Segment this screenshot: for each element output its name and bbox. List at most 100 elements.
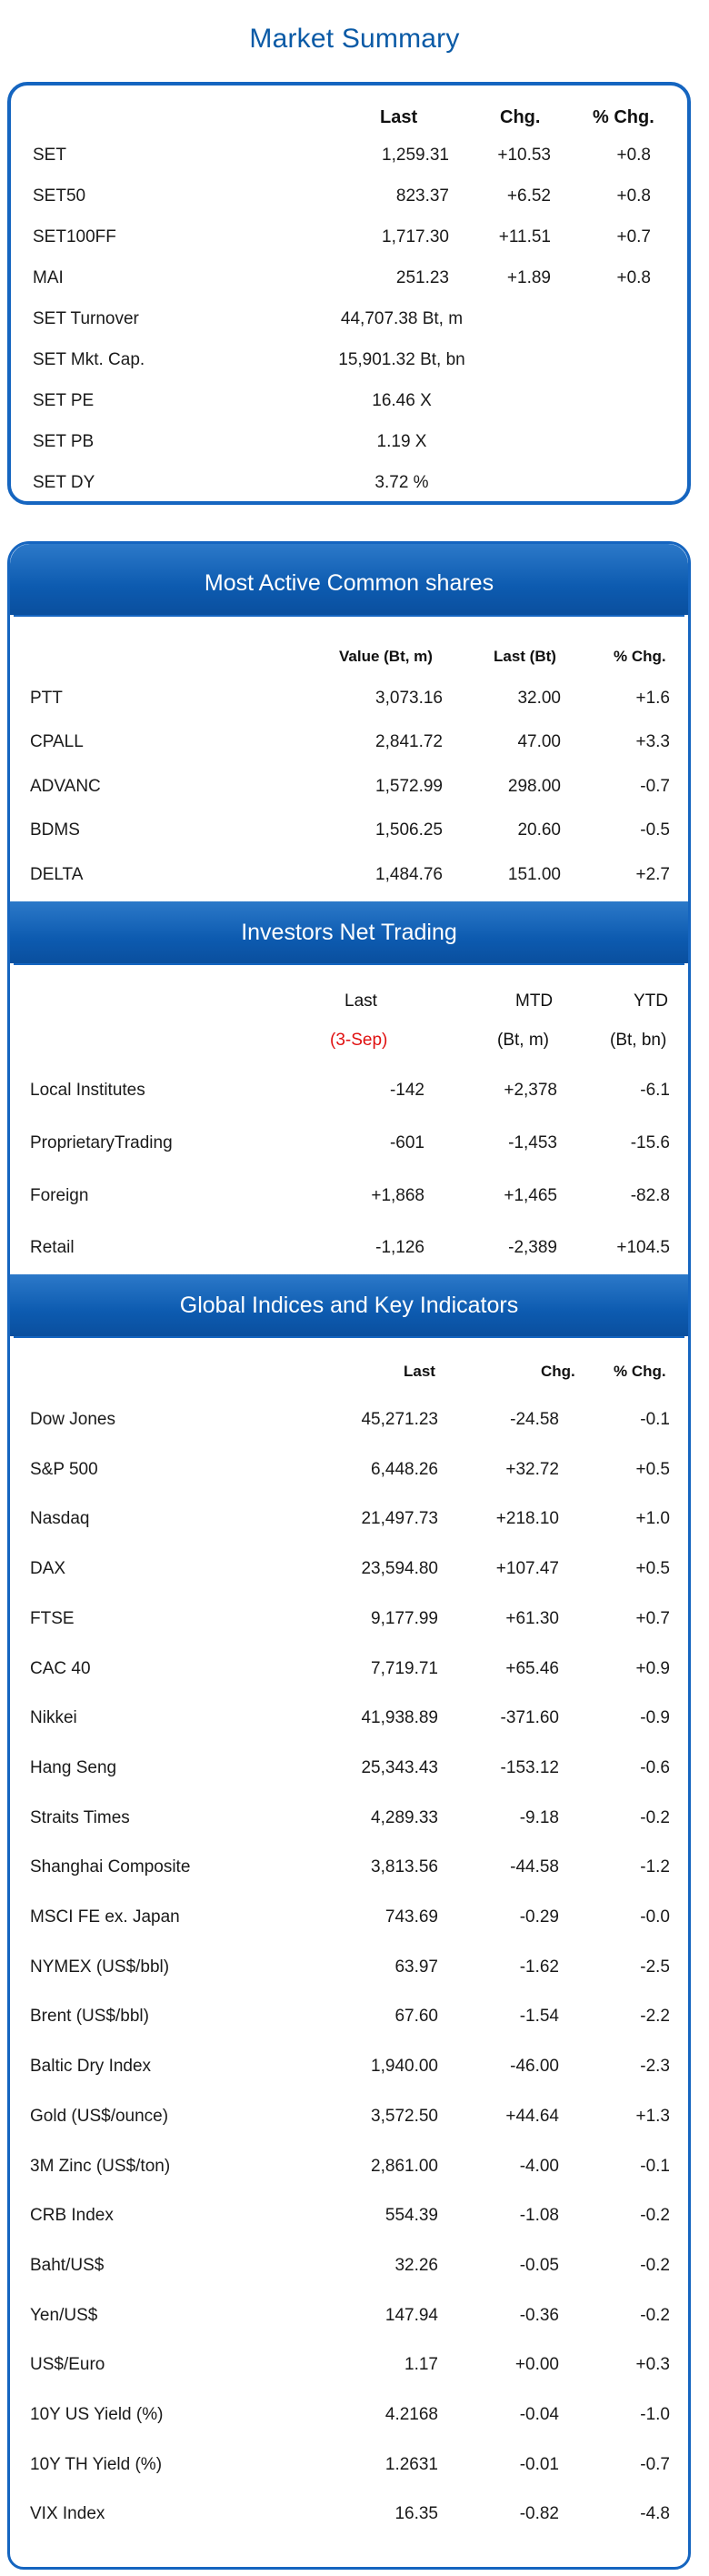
- summary-stat-name: SET Mkt. Cap.: [33, 350, 145, 369]
- page-title: Market Summary: [249, 24, 460, 54]
- stock-value: 3,073.16: [375, 689, 443, 708]
- most-active-header-value: Value (Bt, m): [339, 648, 433, 665]
- summary-stat-value: 16.46 X: [372, 391, 432, 410]
- global-row: DAX 23,594.80 +107.47 +0.5: [10, 1559, 688, 1585]
- indicator-chg: +61.30: [505, 1608, 559, 1628]
- stock-last: 298.00: [507, 777, 561, 796]
- indicator-last: 147.94: [384, 2305, 438, 2325]
- indicator-chg: -0.82: [519, 2504, 559, 2524]
- summary-header-last: Last: [380, 107, 418, 127]
- indicator-name: 10Y TH Yield (%): [30, 2454, 163, 2474]
- investors-title: Investors Net Trading: [10, 901, 688, 963]
- investor-last: +1,868: [371, 1186, 424, 1205]
- indicator-chg: -0.29: [519, 1907, 559, 1927]
- indicator-pct: -1.2: [640, 1857, 670, 1877]
- indicator-pct: -2.3: [640, 2057, 670, 2077]
- summary-index-name: SET: [33, 146, 66, 165]
- global-row: S&P 500 6,448.26 +32.72 +0.5: [10, 1460, 688, 1485]
- summary-stat-value: 44,707.38 Bt, m: [340, 309, 464, 328]
- stock-name: DELTA: [30, 865, 84, 884]
- summary-index-name: SET100FF: [33, 227, 116, 247]
- investor-mtd: -1,453: [508, 1133, 557, 1152]
- indicator-name: Shanghai Composite: [30, 1857, 191, 1877]
- stock-pct: +1.6: [635, 689, 670, 708]
- indicator-pct: -4.8: [640, 2504, 670, 2524]
- global-row: US$/Euro 1.17 +0.00 +0.3: [10, 2355, 688, 2380]
- indicator-chg: -1.62: [519, 1957, 559, 1977]
- indicator-last: 1,940.00: [371, 2057, 438, 2077]
- most-active-row: BDMS 1,506.25 20.60 -0.5: [10, 820, 688, 846]
- indicator-pct: +0.9: [635, 1658, 670, 1678]
- summary-stat-value: 3.72 %: [374, 473, 429, 492]
- investor-type: ProprietaryTrading: [30, 1133, 173, 1152]
- summary-index-last: 1,717.30: [382, 227, 449, 247]
- investor-row: Local Institutes -142 +2,378 -6.1: [10, 1081, 688, 1106]
- global-row: Yen/US$ 147.94 -0.36 -0.2: [10, 2306, 688, 2331]
- indicator-chg: +107.47: [495, 1559, 559, 1579]
- indicator-pct: -0.2: [640, 2255, 670, 2275]
- indicator-name: MSCI FE ex. Japan: [30, 1907, 180, 1927]
- indicator-name: Yen/US$: [30, 2305, 98, 2325]
- indicator-last: 4.2168: [384, 2405, 438, 2424]
- indicator-chg: -4.00: [519, 2156, 559, 2176]
- stock-pct: -0.5: [640, 820, 670, 840]
- indicator-last: 16.35: [394, 2504, 438, 2524]
- indicator-name: 3M Zinc (US$/ton): [30, 2156, 171, 2176]
- indicator-last: 41,938.89: [361, 1708, 438, 1728]
- indicator-chg: +218.10: [495, 1509, 559, 1529]
- summary-index-last: 823.37: [395, 186, 449, 206]
- stock-last: 47.00: [517, 732, 561, 751]
- global-row: 10Y US Yield (%) 4.2168 -0.04 -1.0: [10, 2405, 688, 2430]
- indicator-pct: -0.7: [640, 2454, 670, 2474]
- investor-mtd: +2,378: [504, 1081, 557, 1100]
- market-tables-panel: Most Active Common shares Value (Bt, m) …: [7, 541, 691, 2570]
- indicator-chg: -44.58: [510, 1857, 559, 1877]
- most-active-header-last: Last (Bt): [494, 648, 556, 665]
- section-divider: [14, 1336, 684, 1338]
- indicator-last: 63.97: [394, 1957, 438, 1977]
- indicator-name: VIX Index: [30, 2504, 105, 2524]
- indicator-name: Dow Jones: [30, 1410, 115, 1429]
- most-active-row: DELTA 1,484.76 151.00 +2.7: [10, 865, 688, 891]
- indicator-pct: +0.5: [635, 1559, 670, 1579]
- global-title: Global Indices and Key Indicators: [10, 1274, 688, 1336]
- most-active-row: PTT 3,073.16 32.00 +1.6: [10, 689, 688, 714]
- indicator-last: 9,177.99: [371, 1608, 438, 1628]
- indicator-pct: -0.1: [640, 2156, 670, 2176]
- indicator-chg: +65.46: [505, 1658, 559, 1678]
- summary-row-mai: MAI 251.23 +1.89 +0.8: [11, 268, 687, 296]
- indicator-pct: +0.3: [635, 2355, 670, 2375]
- global-row: Hang Seng 25,343.43 -153.12 -0.6: [10, 1758, 688, 1784]
- indicator-name: DAX: [30, 1559, 66, 1579]
- indicator-name: Straits Times: [30, 1807, 130, 1827]
- global-row: Nasdaq 21,497.73 +218.10 +1.0: [10, 1509, 688, 1535]
- indicator-last: 67.60: [394, 2007, 438, 2027]
- investor-last: -142: [389, 1081, 424, 1100]
- indicator-chg: -371.60: [500, 1708, 559, 1728]
- global-header-chg: Chg.: [541, 1363, 575, 1380]
- summary-stat-name: SET Turnover: [33, 309, 139, 328]
- indicator-last: 1.17: [404, 2355, 438, 2375]
- investor-ytd: +104.5: [616, 1238, 670, 1257]
- indicator-name: Brent (US$/bbl): [30, 2007, 149, 2027]
- summary-index-chg: +1.89: [506, 268, 551, 287]
- global-row: CAC 40 7,719.71 +65.46 +0.9: [10, 1659, 688, 1685]
- indicator-chg: -0.36: [519, 2305, 559, 2325]
- stock-pct: +3.3: [635, 732, 670, 751]
- global-row: MSCI FE ex. Japan 743.69 -0.29 -0.0: [10, 1907, 688, 1933]
- investors-date: (3-Sep): [330, 1031, 388, 1050]
- indicator-last: 25,343.43: [361, 1757, 438, 1777]
- summary-row-dy: SET DY 3.72 %: [11, 473, 687, 500]
- indicator-name: S&P 500: [30, 1459, 98, 1479]
- indicator-last: 4,289.33: [371, 1807, 438, 1827]
- indicator-chg: +32.72: [505, 1459, 559, 1479]
- investor-ytd: -15.6: [630, 1133, 670, 1152]
- investor-ytd: -82.8: [630, 1186, 670, 1205]
- indicator-pct: -0.1: [640, 1410, 670, 1429]
- summary-row-mktcap: SET Mkt. Cap. 15,901.32 Bt, bn: [11, 350, 687, 377]
- indicator-pct: -0.6: [640, 1757, 670, 1777]
- indicator-chg: -9.18: [519, 1807, 559, 1827]
- stock-name: ADVANC: [30, 777, 101, 796]
- stock-value: 2,841.72: [375, 732, 443, 751]
- indicator-pct: +0.5: [635, 1459, 670, 1479]
